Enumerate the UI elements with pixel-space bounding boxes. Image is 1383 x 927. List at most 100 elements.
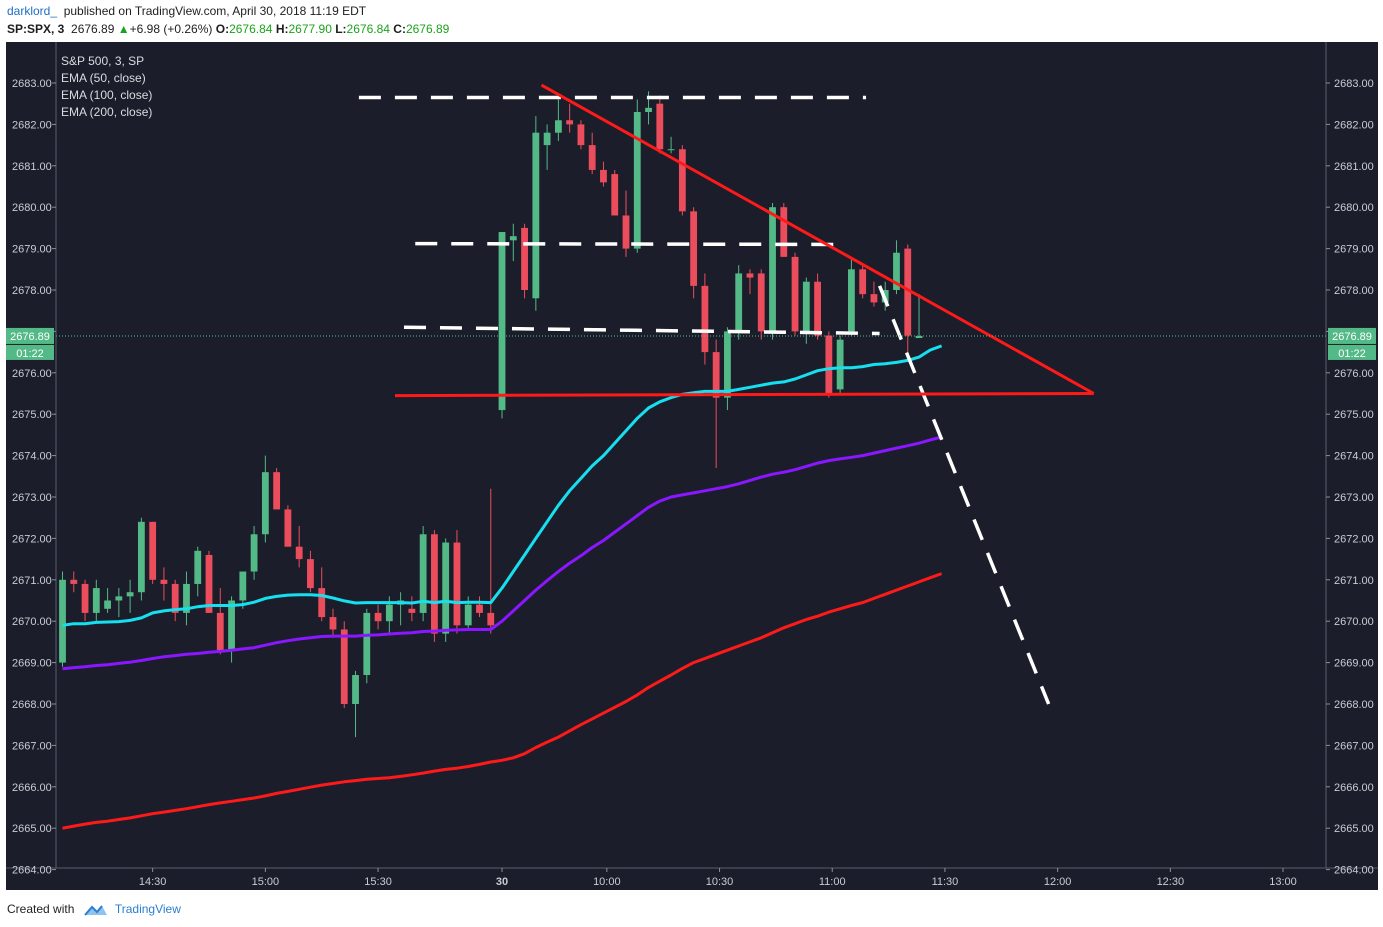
open-value: 2676.84 (229, 22, 273, 36)
author-link[interactable]: darklord_ (7, 4, 58, 18)
y-tick-label-left: 2676.00 (12, 368, 52, 380)
y-tick-label-right: 2666.00 (1334, 782, 1374, 794)
candle-body (329, 617, 337, 630)
y-tick-label-right: 2664.00 (1334, 865, 1374, 877)
candle-body (307, 559, 314, 589)
candle-body (487, 612, 495, 626)
y-tick-label-right: 2672.00 (1334, 533, 1374, 545)
y-tick-label-right: 2679.00 (1334, 244, 1374, 256)
candle-body (442, 542, 450, 634)
candle-body (295, 546, 303, 560)
y-tick-label-right: 2673.00 (1334, 492, 1374, 504)
candle-body (769, 207, 776, 332)
close-value: 2676.89 (405, 22, 450, 36)
candle-body (802, 281, 810, 332)
footer: Created with TradingView (7, 902, 181, 917)
y-tick-label-left: 2665.00 (12, 823, 52, 835)
candle-body (476, 604, 483, 613)
candle-body (352, 675, 359, 704)
close-label: C: (393, 22, 406, 36)
open-label: O: (215, 22, 230, 36)
low-label: L: (335, 22, 347, 36)
y-tick-label-right: 2682.00 (1334, 119, 1374, 131)
publish-info: published on TradingView.com, April 30, … (63, 4, 367, 18)
chart-legend: S&P 500, 3, SP EMA (50, close) EMA (100,… (61, 53, 152, 121)
candle-body (205, 554, 213, 613)
price-badge-left-text: 2676.89 (10, 331, 50, 343)
y-tick-label-right: 2675.00 (1334, 409, 1374, 421)
candle-body (318, 588, 326, 618)
ema100-line (62, 435, 942, 671)
support-dashed-line (403, 325, 880, 336)
candle-body (532, 132, 540, 299)
y-tick-label-left: 2675.00 (12, 409, 52, 421)
candle-body (385, 604, 393, 622)
y-tick-label-right: 2671.00 (1334, 575, 1374, 587)
candle-body (814, 281, 821, 336)
created-with-label: Created with (7, 902, 75, 916)
candle-body (521, 227, 528, 290)
y-tick-label-right: 2683.00 (1334, 78, 1374, 90)
x-tick-label: 11:30 (932, 876, 959, 888)
y-tick-label-right: 2667.00 (1334, 740, 1374, 752)
publish-line: darklord_ published on TradingView.com, … (7, 4, 366, 18)
candle-body (194, 550, 202, 584)
candle-body (464, 604, 472, 626)
countdown-badge-left (6, 344, 54, 360)
legend-ema200: EMA (200, close) (61, 105, 153, 119)
legend-ema50: EMA (50, close) (61, 71, 146, 85)
candle-body (622, 215, 630, 249)
candle-body (509, 236, 517, 241)
candle-body (825, 335, 833, 394)
candle-body (701, 285, 709, 353)
candle-body (848, 269, 855, 332)
y-tick-label-right: 2674.00 (1334, 451, 1374, 463)
x-tick-label: 15:00 (252, 876, 280, 888)
candle-body (667, 149, 675, 151)
last-price: 2676.89 (71, 22, 115, 36)
x-tick-label: 15:30 (364, 876, 392, 888)
y-tick-label-right: 2678.00 (1334, 285, 1374, 297)
candle-body (284, 509, 292, 547)
y-tick-label-left: 2666.00 (12, 782, 52, 794)
y-tick-label-left: 2679.00 (12, 244, 52, 256)
candle-body (678, 149, 686, 212)
y-tick-label-left: 2669.00 (12, 658, 52, 670)
candle-body (611, 174, 619, 216)
countdown-badge-left-text: 01:22 (16, 348, 44, 360)
legend-ema100: EMA (100, close) (61, 88, 153, 102)
y-tick-label-left: 2678.00 (12, 285, 52, 297)
x-tick-label: 12:00 (1044, 876, 1072, 888)
y-tick-label-left: 2672.00 (12, 533, 52, 545)
price-chart[interactable]: 2683.00 2683.00 2682.00 2682.00 2681.00 2681.… (6, 42, 1378, 890)
legend-title: S&P 500, 3, SP (61, 54, 145, 68)
candle-body (498, 232, 506, 411)
high-label: H: (275, 22, 289, 36)
candle-body (115, 596, 123, 601)
x-tick-label: 10:30 (706, 876, 734, 888)
tradingview-logo-icon (83, 905, 107, 916)
candle-body (836, 339, 844, 390)
candle-body (81, 583, 89, 613)
candle-body (374, 612, 382, 622)
symbol-label: SP:SPX, 3 (7, 22, 65, 36)
y-tick-label-left: 2671.00 (12, 575, 52, 587)
y-tick-label-left: 2681.00 (12, 161, 52, 173)
y-tick-label-right: 2680.00 (1334, 202, 1374, 214)
candle-body (712, 352, 720, 398)
x-tick-label: 13:00 (1269, 876, 1297, 888)
candle-body (431, 534, 438, 634)
y-tick-label-right: 2665.00 (1334, 823, 1374, 835)
candle-body (633, 111, 641, 249)
candle-body (757, 273, 765, 332)
candle-body (149, 521, 157, 580)
candle-body (588, 145, 596, 170)
candle-body (408, 608, 416, 613)
candle-body (250, 534, 258, 572)
chart-panel[interactable]: 2683.00 2683.00 2682.00 2682.00 2681.00 2681.… (6, 42, 1378, 890)
low-value: 2676.84 (346, 22, 390, 36)
candle-body (171, 583, 179, 613)
candle-body (104, 600, 111, 609)
y-tick-label-left: 2670.00 (12, 616, 52, 628)
tradingview-link[interactable]: TradingView (114, 902, 181, 916)
